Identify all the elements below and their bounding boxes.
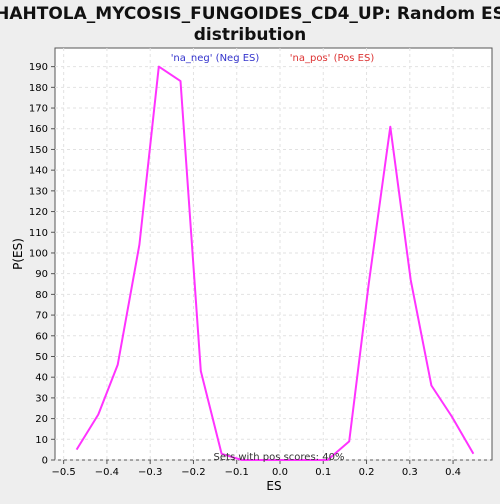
x-tick-label: 0.4 <box>445 467 461 478</box>
y-tick-label: 60 <box>35 331 48 342</box>
x-axis-label: ES <box>266 479 281 493</box>
x-tick-label: −0.5 <box>52 467 76 478</box>
x-tick-label: −0.2 <box>181 467 205 478</box>
y-tick-label: 190 <box>29 62 48 73</box>
y-tick-label: 150 <box>29 145 48 156</box>
axes: −0.5 −0.4 −0.3 −0.2 −0.1 0.0 0.1 0.2 0.3 0.4 0 10 20… <box>29 62 461 478</box>
y-tick-label: 40 <box>35 373 48 384</box>
y-tick-label: 10 <box>35 435 48 446</box>
y-tick-label: 100 <box>29 248 48 259</box>
x-tick-label: −0.4 <box>95 467 119 478</box>
y-tick-label: 20 <box>35 414 48 425</box>
pos-score-annotation: Sets with pos scores: 40% <box>214 452 345 463</box>
y-tick-label: 50 <box>35 352 48 363</box>
y-tick-label: 130 <box>29 186 48 197</box>
y-tick-label: 30 <box>35 393 48 404</box>
chart-title-line-2: distribution <box>194 25 306 45</box>
y-tick-label: 180 <box>29 83 48 94</box>
y-axis-label: P(ES) <box>11 238 25 270</box>
y-tick-label: 70 <box>35 311 48 322</box>
grid-lines <box>55 48 492 461</box>
plot-area <box>54 47 493 461</box>
y-tick-label: 110 <box>29 228 48 239</box>
series-layer <box>75 65 475 461</box>
y-tick-label: 0 <box>42 456 48 467</box>
y-tick-label: 160 <box>29 124 48 135</box>
x-tick-label: 0.0 <box>272 467 288 478</box>
x-tick-label: −0.1 <box>225 467 249 478</box>
legend-item-pos: 'na_pos' (Pos ES) <box>290 53 375 64</box>
y-tick-label: 120 <box>29 207 48 218</box>
x-tick-label: −0.3 <box>138 467 162 478</box>
es-distribution-line <box>75 65 475 461</box>
x-tick-label: 0.1 <box>315 467 331 478</box>
x-tick-label: 0.2 <box>359 467 375 478</box>
y-tick-label: 140 <box>29 166 48 177</box>
chart-title-line-1: HAHTOLA_MYCOSIS_FUNGOIDES_CD4_UP: Random… <box>0 4 500 24</box>
y-tick-label: 80 <box>35 290 48 301</box>
x-tick-label: 0.3 <box>402 467 418 478</box>
y-tick-label: 170 <box>29 104 48 115</box>
legend-item-neg: 'na_neg' (Neg ES) <box>171 53 260 64</box>
y-tick-label: 90 <box>35 269 48 280</box>
